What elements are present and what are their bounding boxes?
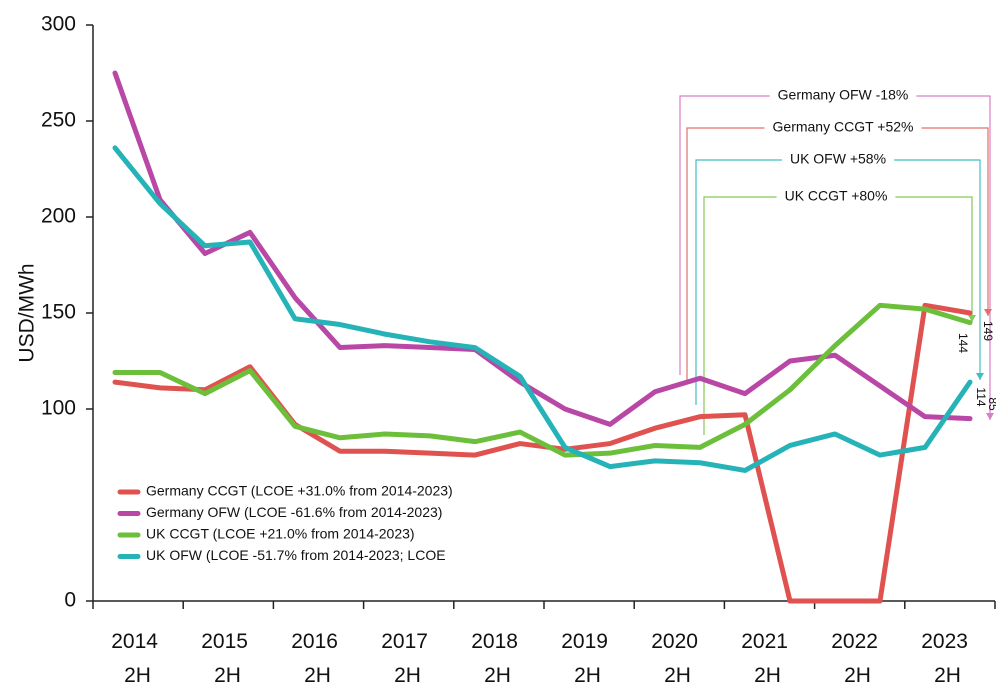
arrow-head: [968, 315, 976, 322]
x-tick-label: 2017 2H: [381, 630, 434, 687]
y-tick-label: 250: [41, 109, 76, 132]
legend-label: Germany OFW (LCOE -61.6% from 2014-2023): [146, 504, 442, 520]
annotation-bracket: [686, 127, 765, 380]
legend-label: UK CCGT (LCOE +21.0% from 2014-2023): [146, 526, 415, 542]
annotation: UK CCGT +80%: [785, 188, 888, 204]
annotation: UK OFW +58%: [790, 151, 886, 167]
annotation-bracket: [703, 196, 777, 435]
x-tick-label: 2020 2H: [651, 630, 704, 687]
annotation-bracket: [921, 127, 989, 316]
annotation-bracket: [916, 95, 991, 420]
annotation: Germany OFW -18%: [778, 87, 909, 103]
x-tick-label: 2022 2H: [831, 630, 884, 687]
legend-label: Germany CCGT (LCOE +31.0% from 2014-2023…: [146, 483, 453, 499]
legend-label: UK OFW (LCOE -51.7% from 2014-2023; LCOE: [146, 547, 446, 563]
y-tick-label: 0: [64, 589, 76, 612]
x-tick-label: 2015 2H: [201, 630, 254, 687]
annotation-bracket: [695, 159, 782, 405]
arrow-head: [976, 373, 984, 380]
annotation-bracket: [894, 159, 981, 380]
x-tick-label: 2021 2H: [741, 630, 794, 687]
end-label: 114: [974, 387, 988, 406]
x-tick-label: 2023 2H: [921, 630, 974, 687]
end-label: 144: [956, 333, 970, 353]
y-tick-label: 150: [41, 301, 76, 324]
end-label: 85: [986, 397, 996, 411]
y-axis-label: USD/MWh: [16, 263, 39, 362]
series-line: [112, 302, 973, 458]
annotation-bracket: [895, 196, 973, 322]
x-tick-label: 2014 2H: [111, 630, 164, 687]
x-tick-label: 2019 2H: [561, 630, 614, 687]
arrow-head: [984, 309, 992, 316]
y-tick-label: 300: [41, 13, 76, 36]
annotation: Germany CCGT +52%: [773, 119, 914, 135]
arrow-head: [986, 413, 994, 420]
annotation-bracket: [679, 95, 770, 375]
y-tick-label: 100: [41, 397, 76, 420]
x-tick-label: 2016 2H: [291, 630, 344, 687]
series-line: [112, 145, 973, 473]
y-tick-label: 200: [41, 205, 76, 228]
x-tick-label: 2018 2H: [471, 630, 524, 687]
end-label: 149: [981, 321, 995, 341]
